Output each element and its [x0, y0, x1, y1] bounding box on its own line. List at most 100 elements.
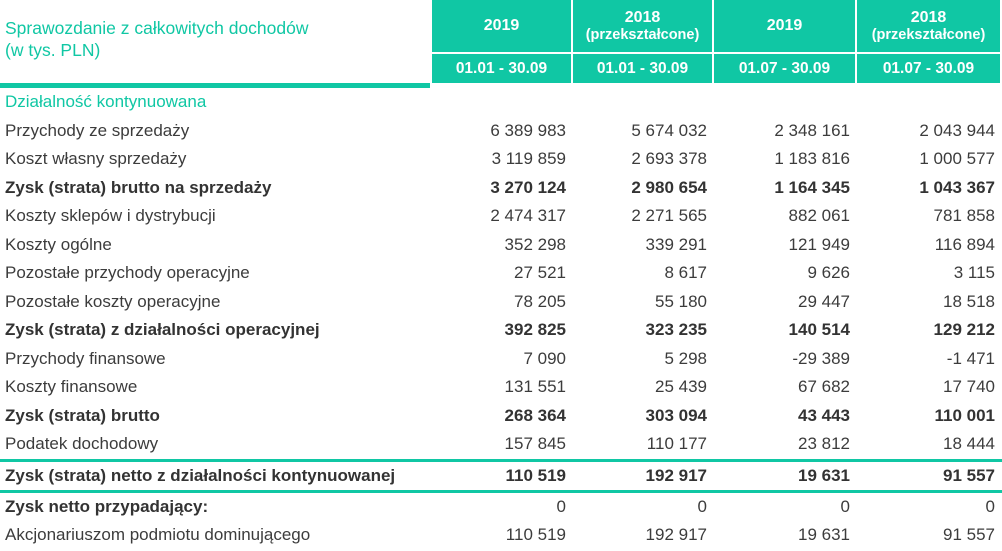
- table-row: Zysk (strata) brutto na sprzedaży 3 270 …: [0, 174, 1002, 203]
- row-value: 2 474 317: [490, 206, 566, 226]
- column-header-year-2: 2018 (przekształcone): [573, 0, 712, 52]
- row-label: Zysk (strata) brutto na sprzedaży: [5, 177, 272, 197]
- row-value: 1 043 367: [919, 177, 995, 197]
- year-qualifier: (przekształcone): [871, 26, 986, 43]
- row-label: Zysk (strata) z działalności operacyjnej: [5, 320, 320, 340]
- table-row: Zysk (strata) brutto 268 364 303 094 43 …: [0, 402, 1002, 431]
- table-row: Koszty sklepów i dystrybucji 2 474 317 2…: [0, 202, 1002, 231]
- row-value: 78 205: [514, 291, 566, 311]
- year-label: 2018: [910, 8, 947, 26]
- row-value: 1 183 816: [774, 149, 850, 169]
- row-label: Zysk (strata) netto z działalności konty…: [5, 465, 396, 485]
- row-label: Pozostałe przychody operacyjne: [5, 263, 250, 283]
- row-label: Podatek dochodowy: [5, 434, 159, 454]
- row-value: 2 348 161: [774, 120, 850, 140]
- row-value: 19 631: [798, 525, 850, 545]
- column-header-period-4: 01.07 - 30.09: [857, 54, 1000, 83]
- row-value: 91 557: [943, 525, 995, 545]
- row-value: 192 917: [645, 465, 707, 485]
- row-value: 110 519: [505, 525, 566, 545]
- row-value: 18 518: [943, 291, 995, 311]
- row-value: 3 270 124: [490, 177, 566, 197]
- table-row: Koszt własny sprzedaży 3 119 859 2 693 3…: [0, 145, 1002, 174]
- row-value: 339 291: [645, 234, 707, 254]
- row-value: 0: [985, 496, 995, 516]
- year-label: 2018: [624, 8, 661, 26]
- row-value: 3 119 859: [491, 149, 566, 169]
- row-label: Pozostałe koszty operacyjne: [5, 291, 221, 311]
- row-value: 2 043 944: [919, 120, 995, 140]
- row-value: 116 894: [934, 234, 995, 254]
- row-value: 157 845: [504, 434, 566, 454]
- row-value: 6 389 983: [490, 120, 566, 140]
- row-value: 110 177: [646, 434, 707, 454]
- table-row: Koszty finansowe 131 551 25 439 67 682 1…: [0, 373, 1002, 402]
- row-label: Przychody finansowe: [5, 348, 166, 368]
- row-value: 1 164 345: [774, 177, 850, 197]
- column-header-period-1: 01.01 - 30.09: [432, 54, 571, 83]
- column-header-period-3: 01.07 - 30.09: [714, 54, 855, 83]
- row-value: 0: [840, 496, 850, 516]
- row-value: 268 364: [504, 405, 566, 425]
- row-value: 3 115: [953, 263, 995, 283]
- row-label: Koszty ogólne: [5, 234, 112, 254]
- period-label: 01.07 - 30.09: [738, 59, 831, 77]
- row-label: Koszty sklepów i dystrybucji: [5, 206, 216, 226]
- title-underline: [0, 83, 430, 88]
- table-row: Akcjonariuszom podmiotu dominującego 110…: [0, 521, 1002, 550]
- column-header-period-2: 01.01 - 30.09: [573, 54, 712, 83]
- row-value: 1 000 577: [919, 149, 995, 169]
- row-value: 110 519: [505, 465, 566, 485]
- table-row: Pozostałe przychody operacyjne 27 521 8 …: [0, 259, 1002, 288]
- row-value: 27 521: [514, 263, 566, 283]
- row-value: 303 094: [645, 405, 707, 425]
- row-value: 121 949: [788, 234, 850, 254]
- year-label: 2019: [483, 17, 520, 34]
- period-label: 01.07 - 30.09: [882, 59, 975, 77]
- row-label: Działalność kontynuowana: [5, 92, 207, 112]
- column-header-year-1: 2019: [432, 0, 571, 52]
- row-value: 5 674 032: [631, 120, 707, 140]
- row-value: 25 439: [655, 377, 707, 397]
- row-value: 2 271 565: [631, 206, 707, 226]
- table-body: Działalność kontynuowana Przychody ze sp…: [0, 88, 1002, 550]
- row-value: -1 471: [946, 348, 995, 368]
- column-header-year-4: 2018 (przekształcone): [857, 0, 1000, 52]
- year-qualifier: (przekształcone): [585, 26, 700, 43]
- table-row: Zysk netto przypadający: 0 0 0 0: [0, 493, 1002, 522]
- row-value: 9 626: [807, 263, 850, 283]
- table-header: Sprawozdanie z całkowitych dochodów (w t…: [0, 0, 1002, 83]
- table-row: Przychody finansowe 7 090 5 298 -29 389 …: [0, 345, 1002, 374]
- year-label: 2019: [766, 17, 803, 34]
- row-value: 17 740: [943, 377, 995, 397]
- column-header-year-3: 2019: [714, 0, 855, 52]
- row-value: 131 551: [504, 377, 566, 397]
- table-row: Zysk (strata) z działalności operacyjnej…: [0, 316, 1002, 345]
- row-value: 2 693 378: [631, 149, 707, 169]
- row-label: Koszt własny sprzedaży: [5, 149, 187, 169]
- table-title-line1: Sprawozdanie z całkowitych dochodów: [5, 17, 309, 38]
- row-value: 129 212: [933, 320, 995, 340]
- row-value: 19 631: [798, 465, 850, 485]
- table-row: Zysk (strata) netto z działalności konty…: [0, 458, 1002, 493]
- row-value: 2 980 654: [631, 177, 707, 197]
- row-value: 29 447: [798, 291, 850, 311]
- row-value: 323 235: [645, 320, 707, 340]
- row-value: 392 825: [504, 320, 566, 340]
- table-row: Podatek dochodowy 157 845 110 177 23 812…: [0, 430, 1002, 459]
- row-value: 352 298: [504, 234, 566, 254]
- row-value: 8 617: [664, 263, 707, 283]
- row-value: 67 682: [798, 377, 850, 397]
- row-label: Zysk (strata) brutto: [5, 405, 160, 425]
- row-value: 110 001: [934, 405, 995, 425]
- row-value: 781 858: [933, 206, 995, 226]
- row-value: 882 061: [788, 206, 850, 226]
- row-value: 140 514: [788, 320, 850, 340]
- period-label: 01.01 - 30.09: [455, 59, 548, 77]
- row-value: 55 180: [655, 291, 707, 311]
- row-value: 0: [556, 496, 566, 516]
- row-value: 18 444: [943, 434, 995, 454]
- row-label: Zysk netto przypadający:: [5, 496, 209, 516]
- table-row: Działalność kontynuowana: [0, 88, 1002, 117]
- row-label: Koszty finansowe: [5, 377, 138, 397]
